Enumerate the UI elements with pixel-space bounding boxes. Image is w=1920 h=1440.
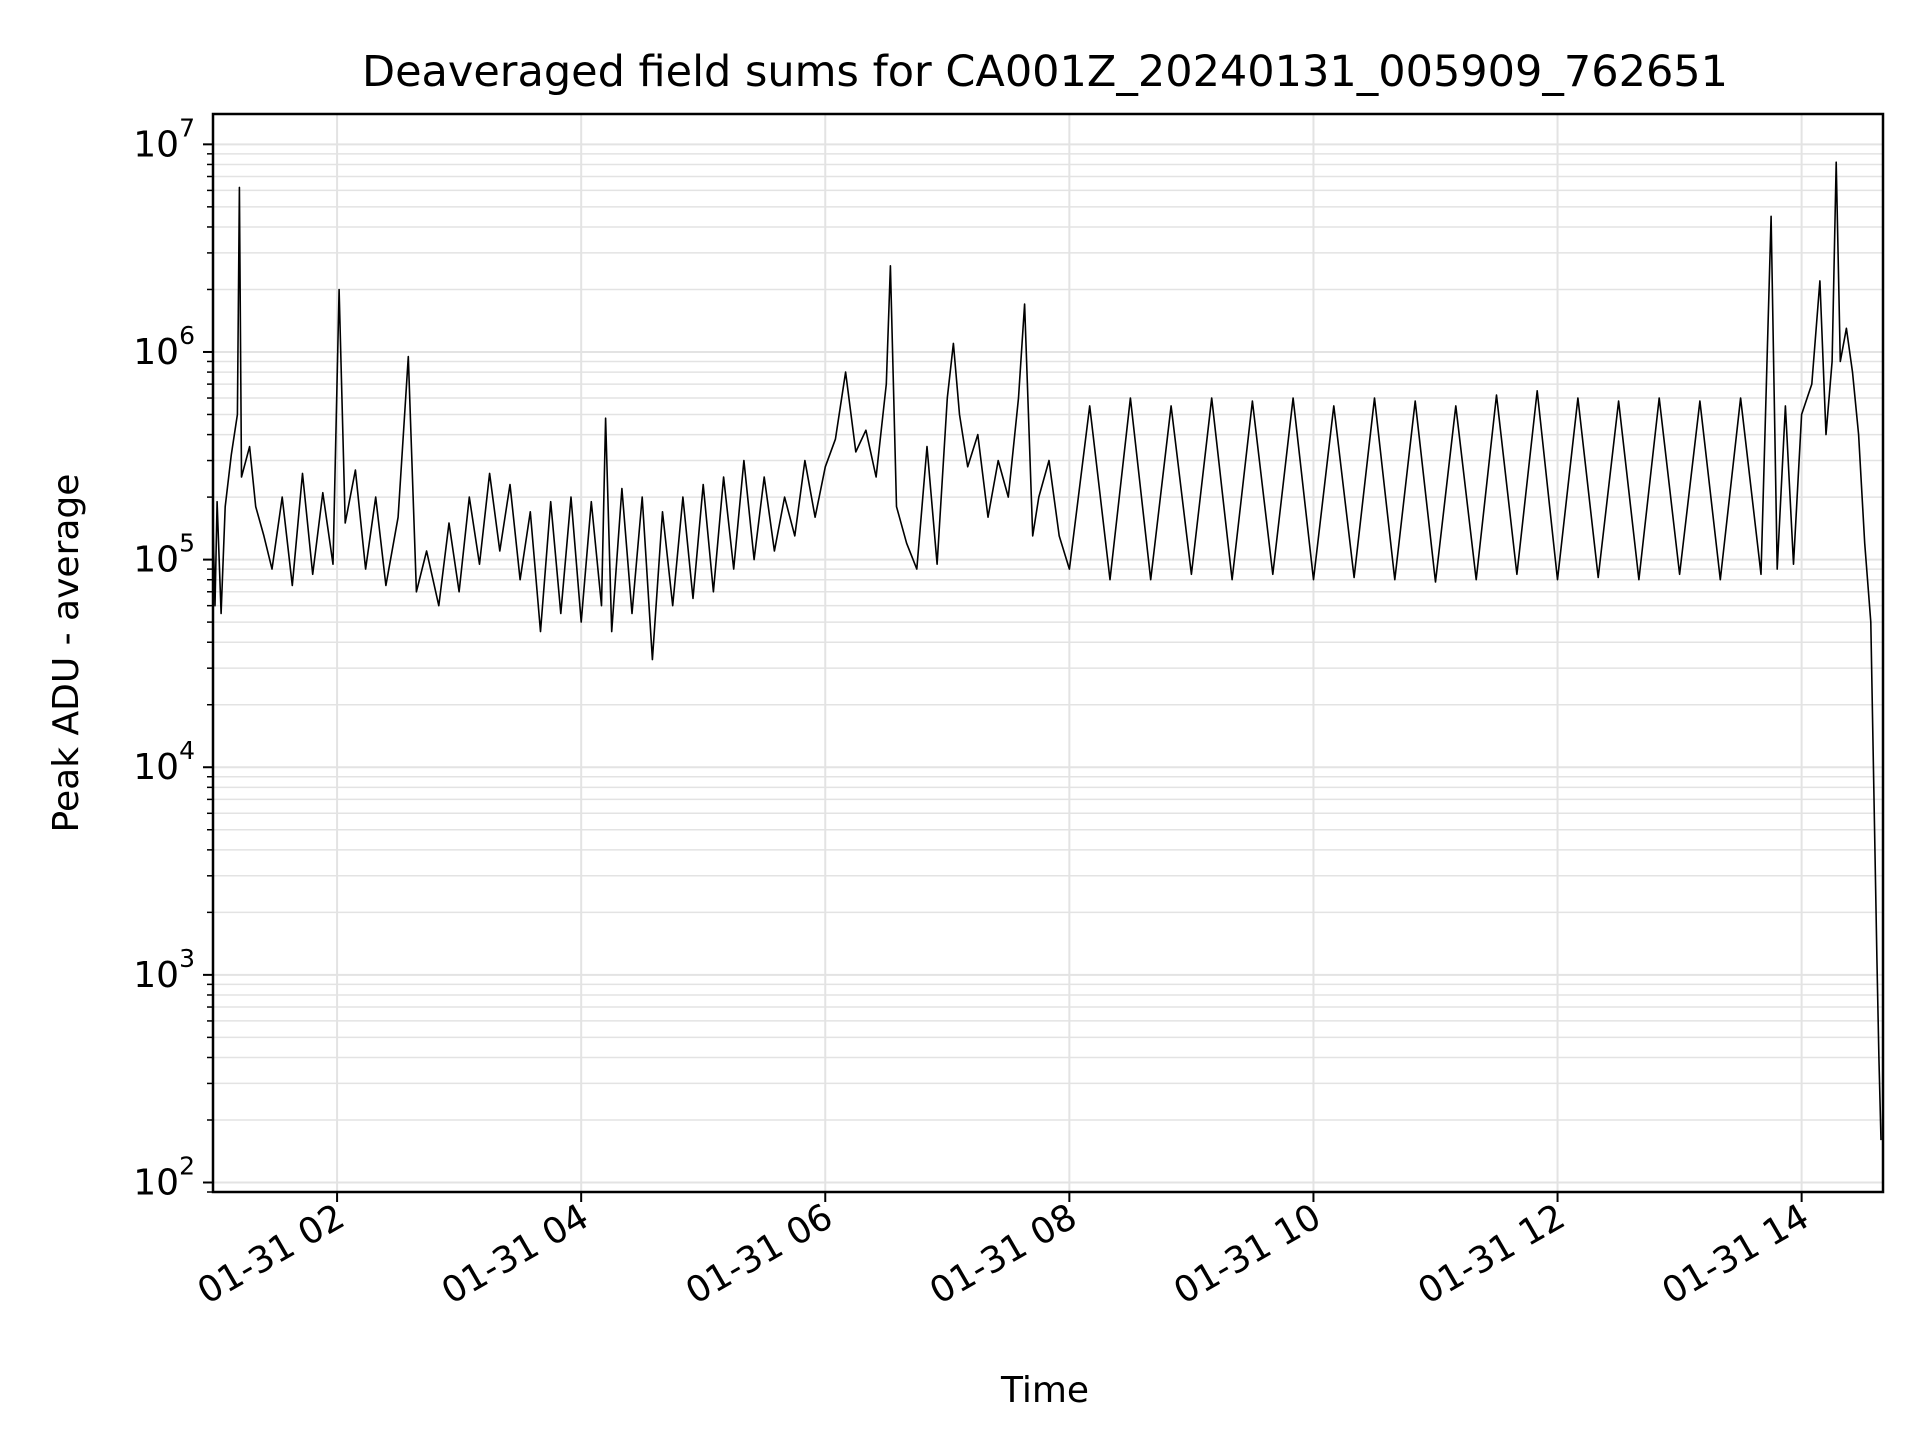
y-tick-label: 106 xyxy=(133,321,195,373)
y-tick-label: 107 xyxy=(133,113,195,165)
x-tick-label: 01-31 12 xyxy=(1411,1196,1572,1312)
y-axis-label: Peak ADU - average xyxy=(46,474,87,833)
x-axis-label: Time xyxy=(1000,1370,1089,1411)
plot-frame xyxy=(211,112,1885,1194)
chart-title: Deaveraged field sums for CA001Z_2024013… xyxy=(362,47,1728,97)
x-tick-label: 01-31 02 xyxy=(191,1196,352,1312)
x-tick-label: 01-31 10 xyxy=(1167,1196,1328,1312)
x-tick-label: 01-31 06 xyxy=(679,1196,840,1312)
y-tick-label: 103 xyxy=(133,944,195,996)
x-tick-label: 01-31 14 xyxy=(1655,1196,1816,1312)
y-tick-label: 104 xyxy=(133,736,195,788)
series-layer xyxy=(212,161,1882,1141)
x-axis: 01-31 02 01-31 04 01-31 06 01-31 08 01-31 10… xyxy=(191,1192,1816,1313)
x-tick-label: 01-31 08 xyxy=(923,1196,1084,1312)
series-line xyxy=(212,161,1882,1141)
x-tick-label: 01-31 04 xyxy=(435,1196,596,1312)
grid xyxy=(213,114,1883,1193)
y-tick-label: 105 xyxy=(133,529,195,581)
y-tick-label: 102 xyxy=(133,1151,195,1203)
y-axis: 102 103 104 105 106 107 xyxy=(133,113,213,1203)
